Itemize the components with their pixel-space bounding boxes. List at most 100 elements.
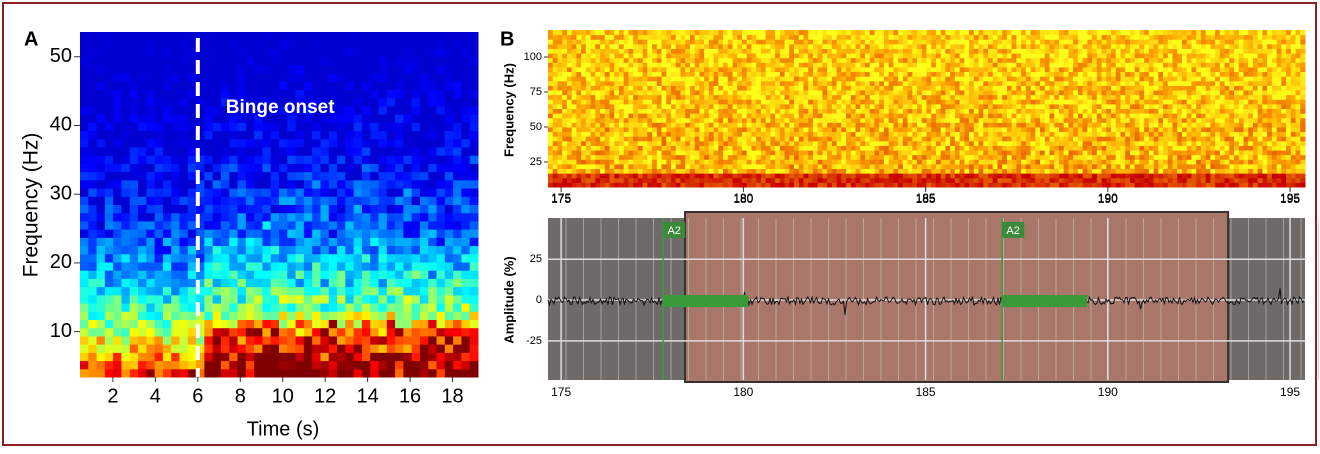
- heatmap-cell: [785, 182, 790, 187]
- heatmap-cell: [832, 132, 837, 137]
- heatmap-cell: [832, 150, 837, 155]
- heatmap-cell: [822, 44, 827, 49]
- heatmap-cell: [262, 188, 271, 197]
- heatmap-cell: [874, 178, 879, 183]
- heatmap-cell: [171, 262, 180, 271]
- heatmap-cell: [605, 178, 610, 183]
- heatmap-cell: [581, 72, 586, 77]
- heatmap-cell: [723, 35, 728, 40]
- heatmap-cell: [685, 169, 690, 174]
- heatmap-cell: [238, 48, 247, 57]
- heatmap-cell: [97, 295, 106, 304]
- heatmap-cell: [229, 352, 238, 361]
- heatmap-cell: [121, 295, 130, 304]
- heatmap-cell: [723, 76, 728, 81]
- heatmap-cell: [808, 62, 813, 67]
- heatmap-cell: [666, 30, 671, 35]
- heatmap-cell: [213, 90, 222, 99]
- heatmap-cell: [576, 182, 581, 187]
- heatmap-cell: [586, 118, 591, 123]
- heatmap-cell: [213, 311, 222, 320]
- heatmap-cell: [917, 122, 922, 127]
- heatmap-cell: [780, 173, 785, 178]
- heatmap-cell: [742, 76, 747, 81]
- heatmap-cell: [329, 221, 338, 230]
- heatmap-cell: [312, 172, 321, 181]
- heatmap-cell: [586, 30, 591, 35]
- heatmap-cell: [610, 30, 615, 35]
- heatmap-cell: [614, 30, 619, 35]
- heatmap-cell: [789, 178, 794, 183]
- heatmap-cell: [437, 303, 446, 312]
- heatmap-cell: [146, 295, 155, 304]
- heatmap-cell: [445, 147, 454, 156]
- heatmap-cell: [761, 76, 766, 81]
- heatmap-cell: [567, 35, 572, 40]
- heatmap-cell: [832, 169, 837, 174]
- heatmap-cell: [329, 163, 338, 172]
- heatmap-cell: [271, 254, 280, 263]
- heatmap-cell: [666, 150, 671, 155]
- heatmap-cell: [780, 113, 785, 118]
- heatmap-cell: [789, 141, 794, 146]
- heatmap-cell: [387, 352, 396, 361]
- heatmap-cell: [751, 109, 756, 114]
- heatmap-cell: [238, 122, 247, 131]
- heatmap-cell: [557, 141, 562, 146]
- heatmap-cell: [699, 150, 704, 155]
- heatmap-cell: [470, 254, 479, 263]
- heatmap-cell: [671, 53, 676, 58]
- heatmap-cell: [714, 182, 719, 187]
- heatmap-cell: [610, 81, 615, 86]
- heatmap-cell: [624, 67, 629, 72]
- heatmap-cell: [945, 113, 950, 118]
- heatmap-cell: [155, 114, 164, 123]
- heatmap-cell: [624, 118, 629, 123]
- heatmap-cell: [97, 32, 106, 41]
- heatmap-cell: [860, 35, 865, 40]
- heatmap-cell: [874, 136, 879, 141]
- heatmap-cell: [557, 132, 562, 137]
- heatmap-cell: [605, 127, 610, 132]
- heatmap-cell: [379, 196, 388, 205]
- heatmap-cell: [775, 35, 780, 40]
- heatmap-cell: [180, 81, 189, 90]
- heatmap-cell: [756, 122, 761, 127]
- heatmap-cell: [121, 163, 130, 172]
- heatmap-cell: [889, 85, 894, 90]
- heatmap-cell: [695, 39, 700, 44]
- heatmap-cell: [370, 106, 379, 115]
- heatmap-cell: [761, 95, 766, 100]
- heatmap-cell: [403, 180, 412, 189]
- heatmap-cell: [395, 98, 404, 107]
- heatmap-cell: [461, 320, 470, 329]
- heatmap-cell: [354, 90, 363, 99]
- heatmap-cell: [130, 369, 139, 378]
- heatmap-cell: [955, 113, 960, 118]
- heatmap-cell: [196, 139, 205, 148]
- heatmap-cell: [822, 39, 827, 44]
- heatmap-cell: [461, 180, 470, 189]
- heatmap-cell: [808, 58, 813, 63]
- heatmap-cell: [395, 90, 404, 99]
- heatmap-cell: [927, 67, 932, 72]
- heatmap-cell: [279, 48, 288, 57]
- heatmap-cell: [751, 90, 756, 95]
- heatmap-cell: [690, 81, 695, 86]
- heatmap-cell: [470, 65, 479, 74]
- heatmap-cell: [213, 270, 222, 279]
- heatmap-cell: [420, 106, 429, 115]
- heatmap-cell: [893, 95, 898, 100]
- heatmap-cell: [345, 57, 354, 66]
- heatmap-cell: [950, 90, 955, 95]
- heatmap-cell: [879, 58, 884, 63]
- heatmap-cell: [395, 320, 404, 329]
- heatmap-cell: [766, 62, 771, 67]
- heatmap-cell: [329, 188, 338, 197]
- heatmap-cell: [657, 155, 662, 160]
- heatmap-cell: [695, 99, 700, 104]
- heatmap-cell: [591, 95, 596, 100]
- heatmap-cell: [945, 169, 950, 174]
- heatmap-cell: [822, 169, 827, 174]
- heatmap-cell: [403, 131, 412, 140]
